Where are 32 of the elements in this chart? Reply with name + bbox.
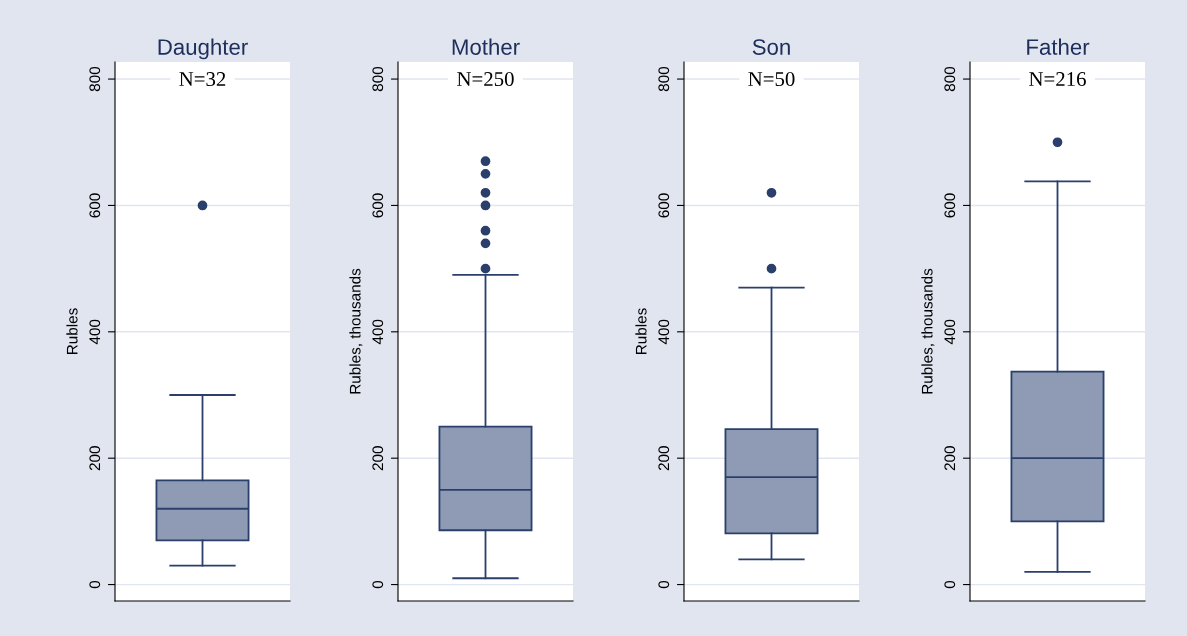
chart-title: Son (752, 39, 790, 55)
y-tick-label: 600 (89, 193, 101, 218)
y-tick-label: 0 (944, 580, 956, 589)
chart-title: Mother (452, 38, 520, 55)
y-tick-label: 600 (658, 193, 670, 218)
annotation: N=32 (179, 72, 226, 87)
y-tick-label: 400 (658, 319, 670, 345)
chart-title: Daughter (158, 38, 248, 60)
y-tick-label: 600 (372, 193, 384, 218)
y-tick-label: 0 (89, 580, 101, 589)
y-tick-label: 600 (944, 193, 956, 218)
y-axis-title: Rubles (635, 308, 647, 355)
y-tick-label: 0 (658, 580, 670, 589)
annotation: N=250 (457, 72, 514, 87)
y-tick-label: 800 (658, 66, 670, 92)
y-tick-label: 200 (658, 446, 670, 471)
annotation: N=50 (748, 72, 795, 87)
chart-title: Father (1027, 38, 1090, 55)
y-tick-label: 200 (944, 446, 956, 471)
y-tick-label: 800 (944, 66, 956, 92)
y-tick-label: 400 (372, 319, 384, 345)
y-axis-title: Rubles (66, 308, 78, 355)
y-tick-label: 200 (372, 446, 384, 471)
y-tick-label: 400 (944, 319, 956, 345)
y-axis-title: Rubles, thousands (921, 268, 935, 394)
y-axis-title: Rubles, thousands (349, 268, 363, 394)
y-tick-label: 0 (372, 580, 384, 589)
y-tick-label: 400 (89, 319, 101, 345)
y-tick-label: 200 (89, 446, 101, 471)
y-tick-label: 800 (372, 66, 384, 92)
annotation: N=216 (1029, 72, 1086, 87)
y-tick-label: 800 (89, 66, 101, 92)
